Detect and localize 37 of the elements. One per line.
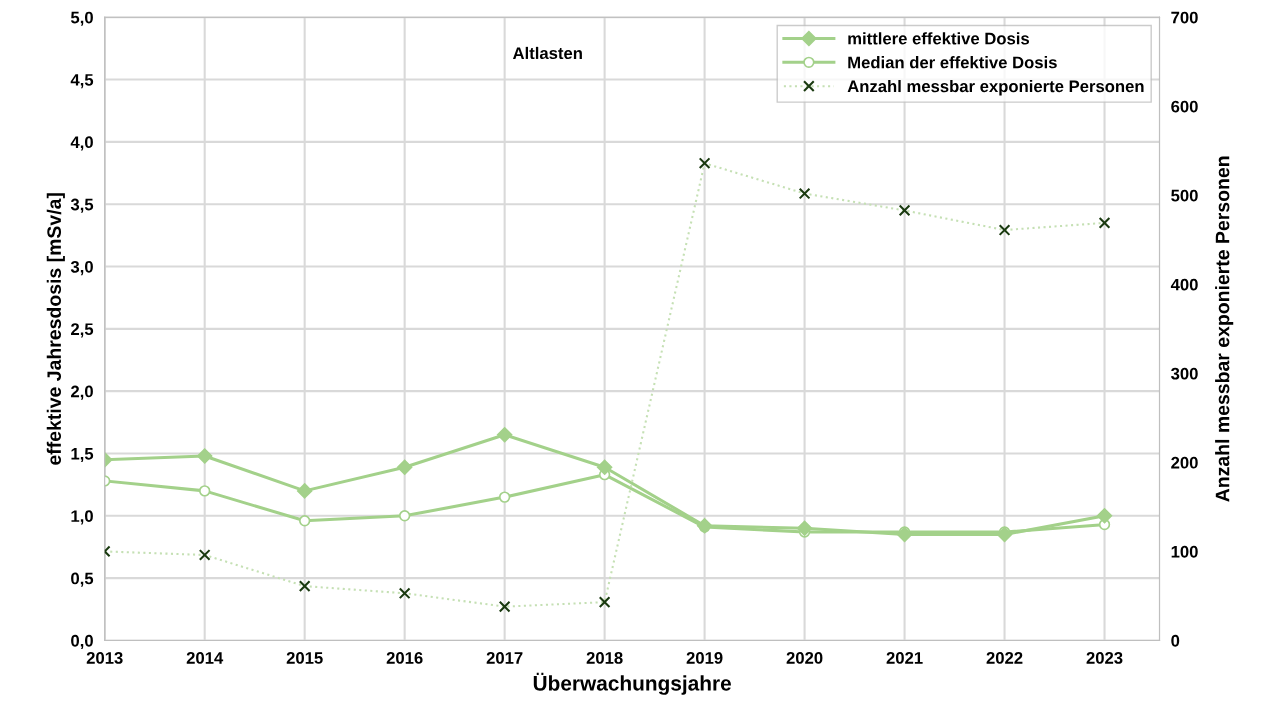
x-tick-label: 2022 (986, 652, 1023, 664)
legend-label: Median der effektive Dosis (848, 56, 1057, 69)
x-tick-label: 2020 (786, 652, 823, 664)
y-tick-label: 4,0 (70, 136, 93, 151)
y-tick-label: 1,5 (71, 448, 94, 463)
y2-tick-label: 700 (1171, 11, 1198, 24)
legend-label: Anzahl messbar exponierte Personen (847, 79, 1144, 96)
x-axis-title: Überwachungsjahre (533, 672, 731, 695)
x-tick-label: 2018 (586, 652, 623, 664)
y2-tick-label: 200 (1171, 456, 1198, 469)
x-tick-label: 2015 (286, 652, 323, 664)
y-tick-label: 3,5 (70, 198, 94, 213)
y2-tick-label: 300 (1171, 367, 1198, 380)
x-tick-label: 2016 (386, 652, 423, 664)
y-tick-label: 1,0 (71, 510, 93, 525)
y-axis-title: effektive Jahresdosis [mSv/a] (46, 193, 65, 465)
y2-tick-label: 500 (1171, 189, 1198, 202)
y2-tick-label: 400 (1170, 278, 1198, 291)
x-tick-label: 2013 (86, 652, 123, 664)
x-tick-label: 2023 (1086, 652, 1123, 664)
y-tick-label: 2,5 (71, 323, 94, 338)
y-tick-label: 4,5 (70, 74, 94, 89)
y2-tick-label: 100 (1171, 545, 1198, 558)
y-tick-label: 0,5 (71, 572, 94, 587)
x-tick-label: 2014 (186, 652, 224, 664)
x-tick-label: 2021 (886, 652, 923, 664)
y-tick-label: 5,0 (70, 11, 93, 26)
annotation: Altlasten (512, 46, 582, 60)
y2-axis-title: Anzahl messbar exponierte Personen (1215, 156, 1234, 502)
y-tick-label: 2,0 (71, 385, 93, 400)
y2-tick-label: 600 (1171, 100, 1198, 113)
y-tick-label: 0,0 (71, 634, 93, 650)
y-tick-label: 3,0 (70, 260, 93, 276)
x-tick-label: 2017 (486, 652, 523, 664)
legend-label: mittlere effektive Dosis (848, 32, 1030, 45)
x-tick-label: 2019 (686, 652, 723, 664)
y2-tick-label: 0 (1171, 634, 1180, 647)
